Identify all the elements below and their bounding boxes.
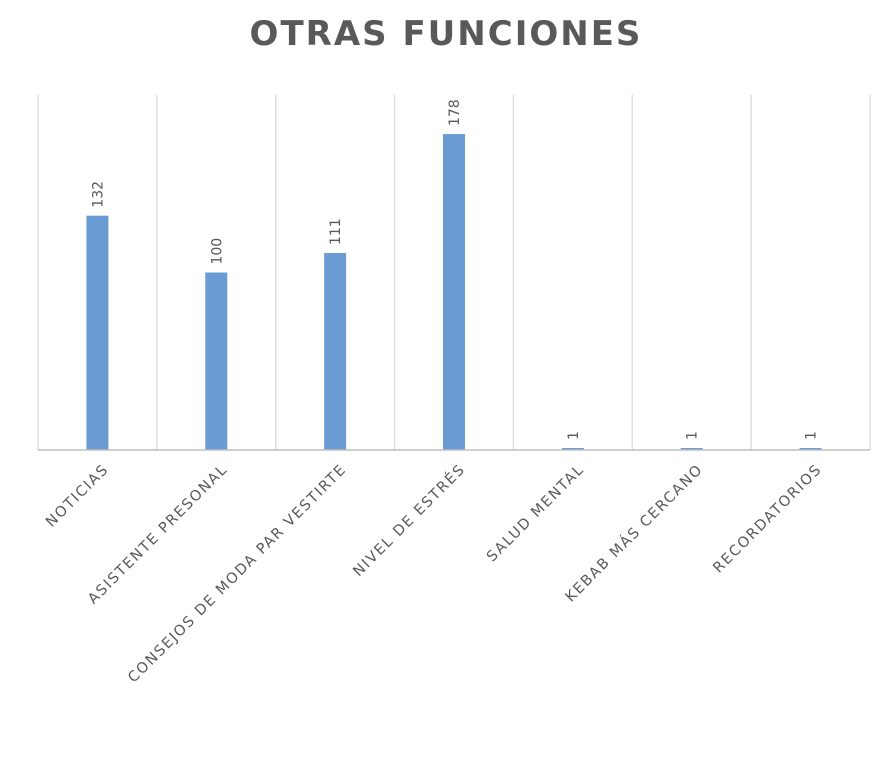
- category-label-1: NOTICIAS: [43, 462, 112, 531]
- data-label-2: 100: [209, 238, 225, 265]
- bar-3: [324, 252, 347, 450]
- category-label-2: ASISTENTE PRESONAL: [85, 462, 231, 608]
- bar-1: [86, 215, 109, 450]
- bars: [86, 134, 822, 451]
- data-label-1: 132: [90, 181, 106, 208]
- bar-6: [680, 448, 703, 450]
- category-label-7: RECORDATORIOS: [710, 462, 825, 577]
- bar-4: [443, 134, 465, 451]
- data-label-3: 111: [328, 218, 344, 245]
- category-label-5: SALUD MENTAL: [484, 462, 588, 566]
- category-label-6: KEBAB MÁS CERCANO: [562, 461, 707, 606]
- data-label-4: 178: [447, 99, 463, 126]
- bar-7: [799, 448, 822, 450]
- data-label-5: 1: [566, 431, 582, 440]
- category-label-3: CONSEJOS DE MODA PAR VESTIRTE: [125, 462, 350, 687]
- bar-2: [205, 272, 228, 450]
- chart-title: OTRAS FUNCIONES: [249, 14, 643, 54]
- gridlines: [37, 95, 871, 450]
- data-label-6: 1: [685, 431, 701, 440]
- bar-5: [561, 448, 584, 450]
- category-label-4: NIVEL DE ESTRÉS: [350, 461, 469, 580]
- data-label-7: 1: [804, 431, 820, 440]
